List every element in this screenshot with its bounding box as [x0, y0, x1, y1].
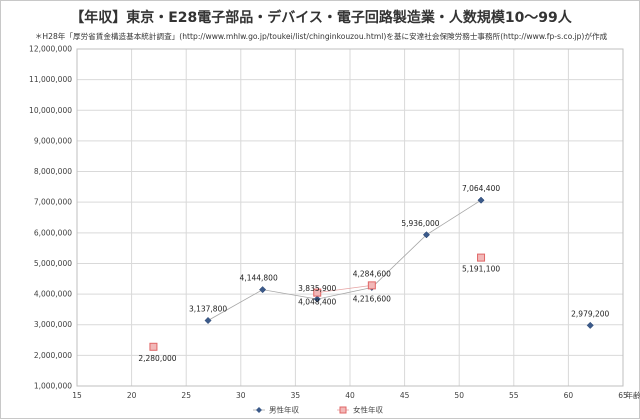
axes: 1,000,000 2,000,000 3,000,000 4,000,000 5,00…	[29, 45, 640, 401]
x-tick-label: 15	[72, 391, 82, 400]
x-tick-label: 55	[509, 391, 519, 400]
y-tick-label: 3,000,000	[34, 320, 72, 329]
y-tick-label: 6,000,000	[34, 228, 72, 237]
x-tick-label: 20	[127, 391, 137, 400]
male-data-label: 3,835,900	[298, 284, 336, 293]
y-tick-label: 11,000,000	[29, 75, 72, 84]
male-data-label: 3,137,800	[189, 305, 227, 314]
y-tick-label: 1,000,000	[34, 382, 72, 391]
legend: 男性年収 女性年収	[253, 405, 383, 415]
legend-male-label: 男性年収	[269, 405, 299, 415]
x-tick-label: 25	[181, 391, 191, 400]
female-data-label: 4,284,600	[353, 269, 391, 278]
y-tick-label: 4,000,000	[34, 290, 72, 299]
male-point	[205, 317, 211, 323]
x-axis-label: 年齢	[626, 390, 640, 400]
female-data-label: 5,191,100	[462, 265, 500, 274]
y-tick-label: 2,000,000	[34, 351, 72, 360]
male-data-label: 2,979,200	[571, 309, 609, 318]
legend-female-label: 女性年収	[353, 405, 383, 415]
grid-lines	[77, 49, 623, 386]
male-point	[587, 322, 593, 328]
legend-male-marker	[256, 407, 262, 413]
data-labels: 3,137,800 4,144,800 3,835,900 4,216,600 5,93…	[138, 184, 609, 363]
x-tick-label: 60	[564, 391, 574, 400]
female-data-label: 2,280,000	[138, 354, 176, 363]
male-data-label: 7,064,400	[462, 184, 500, 193]
y-tick-label: 5,000,000	[34, 259, 72, 268]
x-tick-label: 45	[400, 391, 410, 400]
x-tick-label: 30	[236, 391, 246, 400]
male-point	[259, 286, 265, 292]
x-tick-label: 35	[291, 391, 301, 400]
female-point	[150, 343, 157, 350]
y-tick-label: 9,000,000	[34, 136, 72, 145]
male-data-label: 4,144,800	[240, 274, 278, 283]
male-series-line	[208, 200, 481, 320]
male-data-label: 4,216,600	[353, 294, 391, 303]
legend-female-marker	[340, 407, 346, 413]
y-tick-label: 12,000,000	[29, 45, 72, 54]
male-data-label: 5,936,000	[401, 219, 439, 228]
female-point	[478, 254, 485, 261]
y-tick-label: 7,000,000	[34, 198, 72, 207]
y-tick-label: 10,000,000	[29, 106, 72, 115]
x-tick-label: 40	[345, 391, 355, 400]
female-point	[368, 282, 375, 289]
x-tick-label: 50	[454, 391, 464, 400]
y-tick-label: 8,000,000	[34, 167, 72, 176]
female-data-label: 4,048,400	[298, 298, 336, 307]
